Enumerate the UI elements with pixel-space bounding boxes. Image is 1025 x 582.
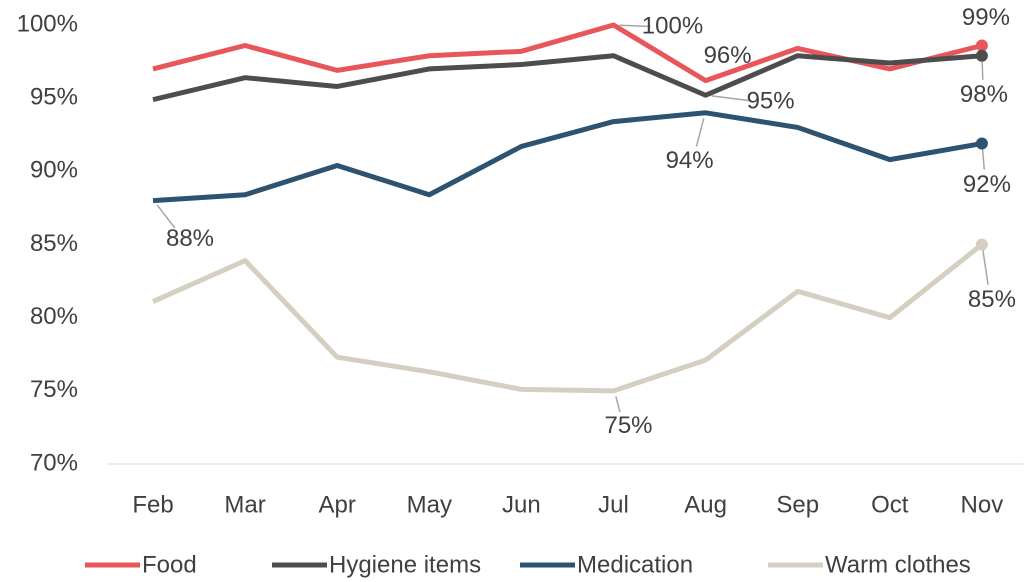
y-tick-label: 90% [30,157,78,184]
y-tick-label: 85% [30,230,78,257]
data-label: 94% [666,147,714,174]
x-tick-label: Sep [776,491,819,518]
x-tick-label: Aug [684,491,727,518]
end-marker [975,39,988,52]
leader-line [156,204,176,229]
y-tick-label: 100% [17,10,78,37]
x-tick-label: Apr [319,491,356,518]
data-label: 100% [642,12,703,39]
y-tick-label: 75% [30,376,78,403]
end-marker [975,49,988,62]
x-tick-label: May [407,491,452,518]
data-label: 88% [166,225,214,252]
leader-line [619,24,651,28]
series-line [152,22,983,84]
leader-line [981,61,984,80]
data-label: 75% [604,412,652,439]
data-label: 99% [962,4,1010,31]
x-tick-label: Jul [598,491,629,518]
data-label: 92% [963,171,1011,198]
x-tick-label: Mar [224,491,265,518]
legend-label: Warm clothes [825,551,971,578]
y-tick-label: 70% [30,449,78,476]
end-marker [975,137,988,150]
legend-label: Hygiene items [329,551,481,578]
data-label: 96% [704,42,752,69]
series-line [151,242,984,394]
legend-label: Food [142,551,197,578]
leader-line [982,250,989,285]
y-tick-label: 95% [30,84,78,111]
end-marker [975,238,988,251]
leader-line [695,118,705,147]
x-tick-label: Oct [871,491,909,518]
x-tick-label: Feb [132,491,173,518]
legend-label: Medication [577,551,693,578]
data-label: 98% [960,81,1008,108]
x-tick-label: Nov [961,491,1004,518]
data-label: 95% [747,88,795,115]
leader-line [615,396,621,413]
series-line [152,110,983,204]
x-tick-label: Jun [502,491,541,518]
series-line [152,53,983,103]
leader-line [711,95,749,102]
data-label: 85% [968,286,1016,313]
leader-line [981,149,986,170]
y-tick-label: 80% [30,303,78,330]
